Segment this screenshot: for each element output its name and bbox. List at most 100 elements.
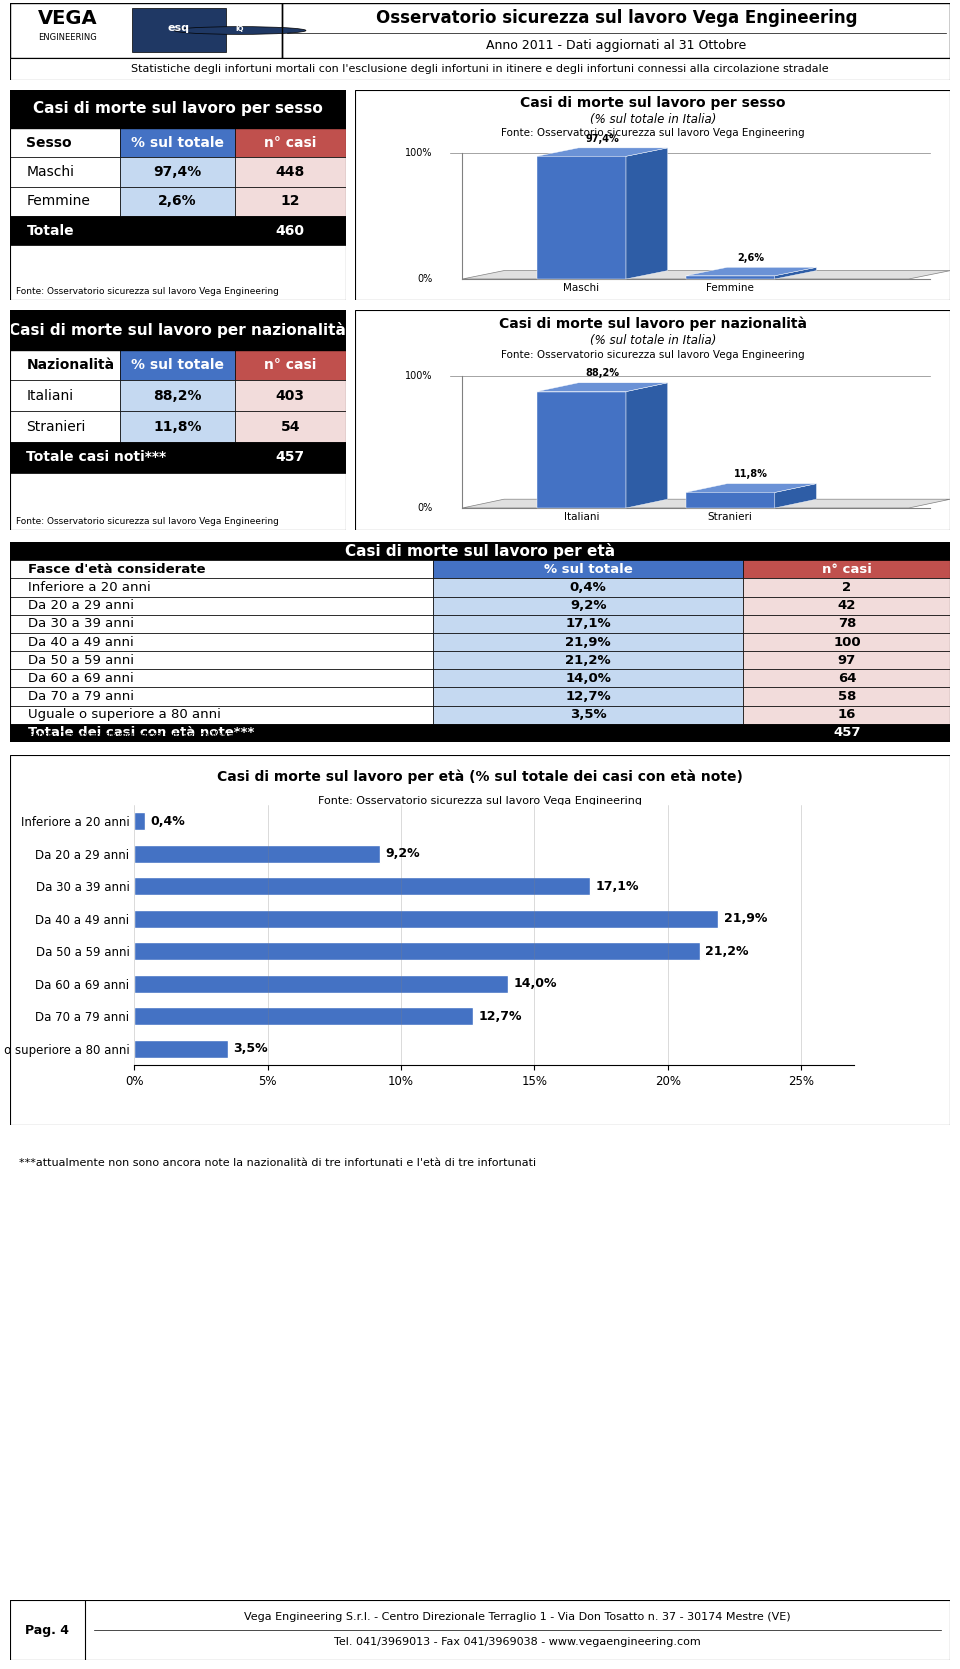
Text: 97,4%: 97,4% [586, 134, 619, 144]
Polygon shape [537, 157, 626, 279]
FancyBboxPatch shape [433, 579, 743, 596]
Text: Stranieri: Stranieri [26, 419, 85, 434]
Text: Nazionalità: Nazionalità [26, 357, 114, 372]
FancyBboxPatch shape [10, 542, 950, 561]
Text: Fonte: Osservatorio sicurezza sul lavoro Vega Engineering: Fonte: Osservatorio sicurezza sul lavoro… [16, 517, 279, 526]
Text: 14,0%: 14,0% [565, 673, 612, 684]
Text: Casi di morte sul lavoro per sesso: Casi di morte sul lavoro per sesso [33, 102, 323, 117]
Text: Sesso: Sesso [26, 135, 72, 150]
Text: Italiani: Italiani [564, 512, 599, 522]
Text: Anno 2011 - Dati aggiornati al 31 Ottobre: Anno 2011 - Dati aggiornati al 31 Ottobr… [487, 40, 747, 52]
Text: 403: 403 [276, 389, 304, 402]
Text: Totale: Totale [26, 224, 74, 237]
Bar [134, 910, 718, 928]
FancyBboxPatch shape [120, 411, 234, 442]
Text: Fonte: Osservatorio sicurezza sul lavoro Vega Engineering: Fonte: Osservatorio sicurezza sul lavoro… [501, 129, 804, 139]
FancyBboxPatch shape [10, 442, 346, 472]
Bar [134, 813, 145, 829]
Text: ENGINEERING: ENGINEERING [37, 33, 97, 42]
Polygon shape [626, 149, 667, 279]
Text: 16: 16 [838, 708, 856, 721]
FancyBboxPatch shape [10, 58, 950, 80]
Polygon shape [685, 492, 775, 507]
FancyBboxPatch shape [10, 1601, 950, 1661]
FancyBboxPatch shape [433, 633, 743, 651]
FancyBboxPatch shape [234, 129, 346, 157]
FancyBboxPatch shape [10, 1601, 84, 1661]
Text: 17,1%: 17,1% [565, 618, 611, 631]
Text: Casi di morte sul lavoro per sesso: Casi di morte sul lavoro per sesso [520, 97, 785, 110]
Text: 0,4%: 0,4% [151, 814, 185, 828]
FancyBboxPatch shape [743, 579, 950, 596]
Text: 97: 97 [838, 654, 856, 666]
Polygon shape [685, 275, 775, 279]
Text: 12,7%: 12,7% [478, 1010, 522, 1023]
Text: 21,9%: 21,9% [565, 636, 611, 649]
Polygon shape [685, 267, 816, 275]
Text: n° casi: n° casi [264, 357, 317, 372]
FancyBboxPatch shape [10, 579, 433, 596]
Circle shape [174, 27, 306, 35]
Text: Tel. 041/3969013 - Fax 041/3969038 - www.vegaengineering.com: Tel. 041/3969013 - Fax 041/3969038 - www… [334, 1637, 701, 1647]
Text: 2,6%: 2,6% [158, 194, 197, 209]
Text: 457: 457 [276, 451, 304, 464]
FancyBboxPatch shape [743, 596, 950, 614]
FancyBboxPatch shape [234, 187, 346, 215]
Text: 2: 2 [842, 581, 852, 594]
Polygon shape [685, 484, 816, 492]
Text: 11,8%: 11,8% [154, 419, 202, 434]
Text: Fonte: Osservatorio sicurezza sul lavoro Vega Engineering: Fonte: Osservatorio sicurezza sul lavoro… [29, 731, 291, 739]
Text: 100: 100 [833, 636, 861, 649]
Text: Statistiche degli infortuni mortali con l'esclusione degli infortuni in itinere : Statistiche degli infortuni mortali con … [132, 63, 828, 73]
FancyBboxPatch shape [743, 633, 950, 651]
Text: Vega Engineering S.r.l. - Centro Direzionale Terraglio 1 - Via Don Tosatto n. 37: Vega Engineering S.r.l. - Centro Direzio… [244, 1612, 791, 1622]
FancyBboxPatch shape [10, 633, 433, 651]
Text: 100%: 100% [405, 149, 433, 159]
Text: 3,5%: 3,5% [570, 708, 607, 721]
FancyBboxPatch shape [10, 754, 950, 1125]
Text: 21,2%: 21,2% [565, 654, 611, 666]
Bar [134, 1008, 473, 1025]
Bar [134, 1040, 228, 1058]
Bar [134, 878, 590, 895]
FancyBboxPatch shape [743, 651, 950, 669]
Text: Fasce d'età considerate: Fasce d'età considerate [29, 562, 205, 576]
Text: Da 30 a 39 anni: Da 30 a 39 anni [29, 618, 134, 631]
FancyBboxPatch shape [234, 157, 346, 187]
FancyBboxPatch shape [10, 90, 346, 129]
Text: Da 70 a 79 anni: Da 70 a 79 anni [29, 689, 134, 703]
Text: Da 40 a 49 anni: Da 40 a 49 anni [29, 636, 134, 649]
Text: Net: Net [235, 37, 245, 42]
Polygon shape [537, 149, 667, 157]
Text: 9,2%: 9,2% [570, 599, 607, 613]
Text: Maschi: Maschi [564, 284, 599, 294]
FancyBboxPatch shape [743, 688, 950, 706]
Text: 100%: 100% [405, 371, 433, 381]
FancyBboxPatch shape [433, 561, 743, 579]
FancyBboxPatch shape [743, 614, 950, 633]
FancyBboxPatch shape [10, 129, 120, 157]
Text: esq: esq [168, 23, 190, 33]
Text: Uguale o superiore a 80 anni: Uguale o superiore a 80 anni [29, 708, 222, 721]
Text: Totale dei casi con età note***: Totale dei casi con età note*** [29, 726, 254, 739]
FancyBboxPatch shape [120, 381, 234, 411]
Text: Italiani: Italiani [26, 389, 74, 402]
FancyBboxPatch shape [10, 651, 433, 669]
Text: 54: 54 [280, 419, 300, 434]
Text: 42: 42 [838, 599, 856, 613]
Text: 2,6%: 2,6% [737, 254, 764, 264]
Text: Femmine: Femmine [26, 194, 90, 209]
Text: 97,4%: 97,4% [154, 165, 202, 179]
Text: 88,2%: 88,2% [154, 389, 202, 402]
Text: Stranieri: Stranieri [708, 512, 753, 522]
Text: % sul totale: % sul totale [132, 135, 224, 150]
Text: 21,2%: 21,2% [705, 945, 749, 958]
FancyBboxPatch shape [234, 381, 346, 411]
FancyBboxPatch shape [10, 3, 282, 58]
Text: 0%: 0% [418, 274, 433, 284]
Text: 58: 58 [838, 689, 856, 703]
FancyBboxPatch shape [743, 706, 950, 724]
FancyBboxPatch shape [120, 349, 234, 381]
FancyBboxPatch shape [234, 349, 346, 381]
FancyBboxPatch shape [433, 688, 743, 706]
